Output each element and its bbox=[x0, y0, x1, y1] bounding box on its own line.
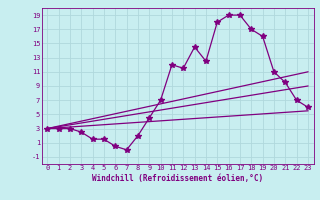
X-axis label: Windchill (Refroidissement éolien,°C): Windchill (Refroidissement éolien,°C) bbox=[92, 174, 263, 183]
